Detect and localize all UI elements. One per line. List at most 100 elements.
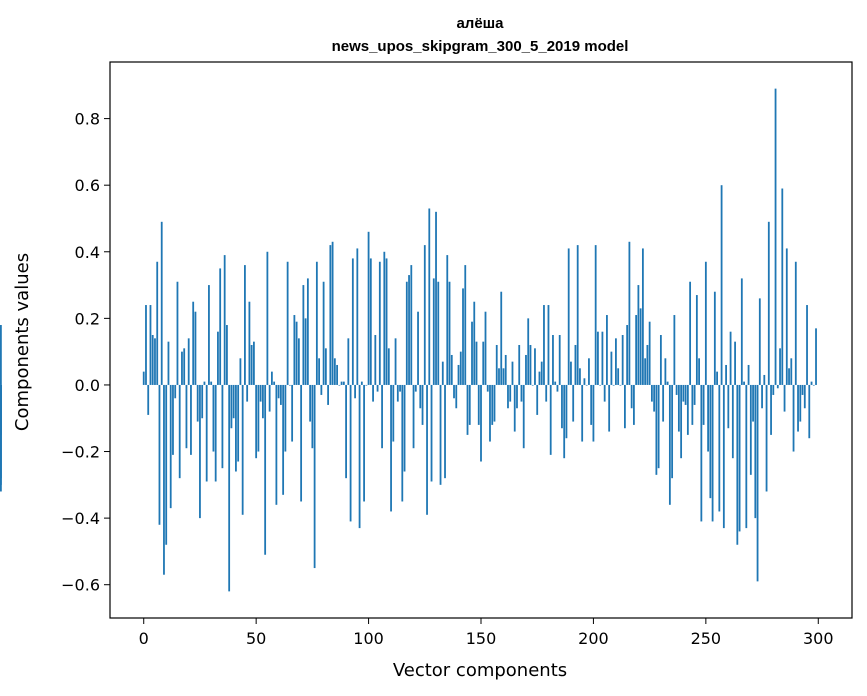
bar-144	[466, 384, 469, 435]
bar-255	[716, 371, 718, 385]
bar-4	[151, 335, 154, 385]
bar-62	[282, 384, 285, 495]
bar-228	[655, 384, 658, 475]
bar-177	[540, 361, 543, 385]
bar-245	[693, 384, 696, 405]
bar-172	[529, 344, 532, 385]
bar-54	[264, 384, 267, 555]
bar-185	[558, 335, 561, 385]
bar-286	[785, 248, 788, 385]
bar-249	[702, 384, 705, 425]
bar-282	[776, 384, 779, 389]
bar-51	[257, 384, 260, 452]
bar-179	[545, 384, 548, 402]
bar-207	[608, 384, 611, 432]
bar-152	[484, 311, 487, 385]
bar-88	[340, 381, 343, 385]
bar-35	[221, 384, 224, 469]
bar-199	[590, 384, 593, 425]
bar-139	[455, 384, 458, 409]
bar-241	[684, 384, 687, 405]
bar-58	[273, 381, 276, 385]
bar-263	[734, 341, 736, 385]
bar-138	[453, 384, 455, 399]
bar-168	[520, 384, 523, 402]
bar-260	[727, 384, 730, 429]
bar-108	[385, 258, 388, 385]
bar-12	[169, 384, 172, 509]
bar-124	[421, 384, 424, 425]
chart-title-line-1: алёша	[456, 15, 504, 32]
bar-130	[435, 211, 437, 385]
bar-143	[464, 265, 467, 385]
bar-129	[432, 278, 435, 385]
bar-70	[300, 384, 303, 502]
y-axis-label: Components values	[12, 253, 33, 431]
bar-258	[722, 384, 725, 529]
bar-187	[563, 384, 566, 459]
bar-133	[441, 361, 444, 385]
bar-211	[617, 368, 620, 385]
bar-288	[790, 358, 793, 385]
bar-193	[576, 245, 579, 385]
bar-296	[808, 384, 811, 439]
bar-118	[408, 275, 410, 385]
bar-287	[788, 368, 790, 385]
bar-270	[749, 384, 752, 475]
bar-295	[806, 305, 808, 385]
bar-181	[549, 384, 552, 455]
bar-283	[779, 348, 781, 385]
bar-5	[154, 338, 156, 385]
bar-116	[403, 384, 406, 472]
bar-160	[502, 368, 505, 385]
bar-257	[720, 185, 723, 385]
bar-214	[624, 384, 626, 429]
bar-128	[430, 384, 433, 482]
bar-73	[306, 278, 309, 385]
bar-42	[237, 384, 240, 462]
bar-294	[803, 384, 806, 409]
bar-6	[156, 261, 159, 385]
bar-155	[491, 384, 494, 425]
bar-231	[662, 384, 665, 422]
bar-22	[192, 301, 195, 385]
bar-32	[214, 384, 217, 482]
bar-234	[668, 384, 671, 505]
y-axis-ticks: −0.6 −0.4 −0.2 0.0 0.2 0.4 0.6 0.8	[61, 110, 110, 595]
bar-75	[311, 384, 314, 449]
bar-254	[713, 291, 716, 385]
bar-123	[419, 384, 422, 409]
bar-20	[187, 338, 190, 385]
bar-49	[253, 341, 255, 385]
bar-229	[657, 384, 660, 469]
bar-72	[304, 318, 307, 385]
bar-112	[394, 338, 397, 385]
bar-100	[367, 231, 370, 385]
bar-150	[480, 384, 482, 462]
bar-174	[534, 348, 536, 385]
bar-291	[797, 384, 799, 432]
bar-8	[160, 221, 163, 385]
bar-265	[738, 384, 741, 532]
bar-290	[794, 261, 797, 385]
bar-57	[270, 371, 273, 385]
bar-18	[183, 348, 186, 385]
bar-232	[664, 358, 667, 385]
bar-198	[588, 358, 590, 385]
y-tick-label: 0.0	[75, 376, 100, 395]
bar-82	[327, 384, 329, 405]
bar-105	[378, 261, 381, 385]
x-tick-label: 250	[691, 629, 722, 648]
bar-145	[468, 384, 471, 425]
bar-61	[279, 384, 282, 405]
y-tick-label: −0.2	[61, 443, 100, 462]
bar-85	[333, 358, 336, 385]
bar-67	[293, 315, 296, 385]
bar-50	[255, 384, 258, 459]
bar-122	[417, 311, 419, 385]
bar-98	[363, 384, 365, 502]
bar-94	[354, 384, 356, 399]
bar-190	[570, 361, 572, 385]
bar-279	[770, 384, 772, 435]
bar-87	[338, 384, 341, 386]
